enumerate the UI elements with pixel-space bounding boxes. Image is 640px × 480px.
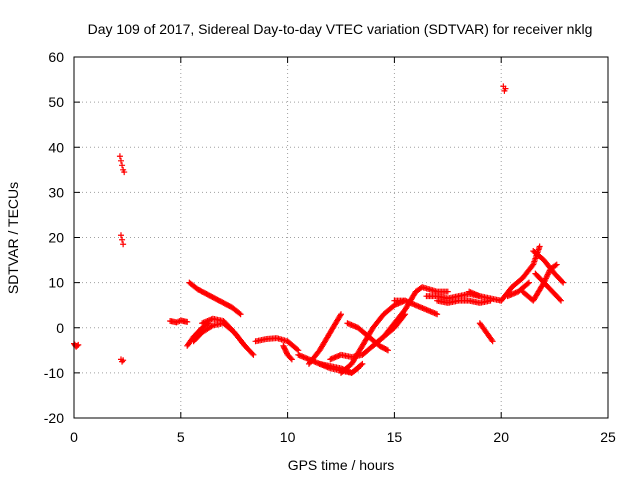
- data-point: [540, 279, 547, 286]
- data-point: [359, 360, 366, 367]
- x-tick-label: 5: [177, 429, 185, 445]
- data-point: [117, 157, 124, 164]
- data-point: [489, 338, 496, 345]
- data-point: [541, 278, 548, 285]
- y-tick-label: 60: [48, 49, 64, 65]
- data-point: [121, 169, 128, 176]
- grid-lines: [74, 57, 608, 418]
- data-point: [434, 311, 441, 318]
- data-point: [287, 355, 294, 362]
- data-point: [117, 232, 124, 239]
- data-point: [546, 268, 553, 275]
- x-tick-label: 0: [70, 429, 78, 445]
- x-tick-labels: 0 5 10 15 20 25: [70, 429, 616, 445]
- data-point: [560, 279, 567, 286]
- data-point: [75, 341, 82, 348]
- y-tick-label: -20: [44, 410, 64, 426]
- data-point: [237, 311, 244, 318]
- y-tick-label: 50: [48, 94, 64, 110]
- x-tick-label: 15: [387, 429, 403, 445]
- data-point: [525, 279, 532, 286]
- data-point: [184, 318, 191, 325]
- y-axis-label: SDTVAR / TECUs: [5, 182, 21, 294]
- data-point: [119, 236, 126, 243]
- data-point: [74, 342, 81, 349]
- data-point: [384, 347, 391, 354]
- y-tick-label: 40: [48, 139, 64, 155]
- data-point: [559, 278, 566, 285]
- data-point: [250, 351, 257, 358]
- data-point: [249, 350, 256, 357]
- data-point: [294, 346, 301, 353]
- data-point: [116, 153, 123, 160]
- data-point: [543, 274, 550, 281]
- data-point: [553, 261, 560, 268]
- data-point: [502, 85, 509, 92]
- data-point: [288, 356, 295, 363]
- data-point: [524, 280, 531, 287]
- data-point: [558, 297, 565, 304]
- data-point: [552, 262, 559, 269]
- data-point: [338, 311, 344, 318]
- data-point: [544, 271, 551, 278]
- data-point: [536, 243, 543, 250]
- y-tick-label: 10: [48, 275, 64, 291]
- y-tick-labels: -20 -10 0 10 20 30 40 50 60: [44, 49, 64, 426]
- data-point: [544, 272, 551, 279]
- x-tick-label: 25: [600, 429, 616, 445]
- y-tick-label: 0: [56, 320, 64, 336]
- data-point: [488, 336, 495, 343]
- data-point: [383, 346, 390, 353]
- y-tick-label: -10: [44, 365, 64, 381]
- chart-title: Day 109 of 2017, Sidereal Day-to-day VTE…: [88, 21, 593, 37]
- data-point: [337, 312, 344, 319]
- tick-marks: [73, 56, 609, 419]
- y-tick-label: 20: [48, 230, 64, 246]
- x-axis-label: GPS time / hours: [288, 457, 395, 473]
- x-tick-label: 20: [493, 429, 509, 445]
- data-point: [358, 361, 365, 368]
- data-point: [545, 270, 552, 277]
- data-point: [120, 241, 127, 248]
- data-point: [119, 358, 126, 365]
- data-point: [542, 275, 549, 282]
- data-point: [241, 342, 248, 349]
- data-point: [120, 357, 127, 364]
- plot-points: [71, 83, 567, 376]
- y-tick-label: 30: [48, 184, 64, 200]
- data-point: [119, 162, 126, 169]
- data-point: [556, 296, 563, 303]
- x-tick-label: 10: [280, 429, 296, 445]
- data-point: [208, 323, 215, 330]
- data-point: [236, 310, 243, 317]
- data-point: [240, 341, 247, 348]
- data-point: [542, 276, 549, 283]
- data-point: [444, 288, 451, 295]
